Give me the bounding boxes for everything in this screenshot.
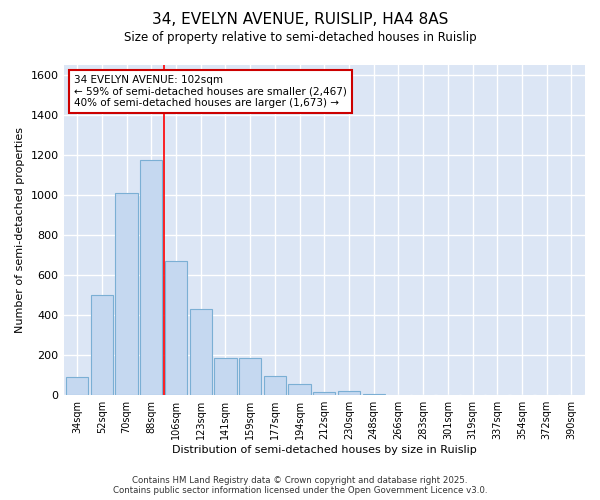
X-axis label: Distribution of semi-detached houses by size in Ruislip: Distribution of semi-detached houses by … (172, 445, 476, 455)
Bar (165, 261, 187, 395)
Text: Contains HM Land Registry data © Crown copyright and database right 2025.
Contai: Contains HM Land Registry data © Crown c… (113, 476, 487, 495)
Y-axis label: Number of semi-detached properties: Number of semi-detached properties (15, 127, 25, 333)
Bar (362, 394, 385, 395)
Text: Size of property relative to semi-detached houses in Ruislip: Size of property relative to semi-detach… (124, 31, 476, 44)
Bar (313, 392, 335, 395)
Bar (91, 295, 113, 395)
Bar (264, 376, 286, 395)
Bar (214, 358, 236, 395)
Bar (190, 309, 212, 395)
Bar (239, 358, 261, 395)
Text: 34, EVELYN AVENUE, RUISLIP, HA4 8AS: 34, EVELYN AVENUE, RUISLIP, HA4 8AS (152, 12, 448, 28)
Bar (289, 384, 311, 395)
Bar (338, 391, 360, 395)
Bar (66, 377, 88, 395)
Bar (140, 160, 163, 395)
Bar (115, 193, 137, 395)
Text: 34 EVELYN AVENUE: 102sqm
← 59% of semi-detached houses are smaller (2,467)
40% o: 34 EVELYN AVENUE: 102sqm ← 59% of semi-d… (74, 75, 347, 108)
